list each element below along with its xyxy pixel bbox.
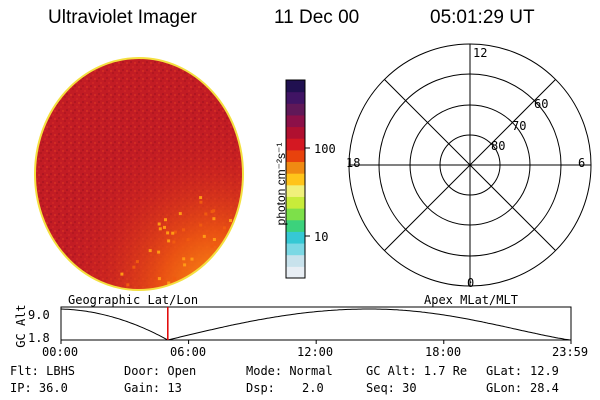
colorbar-segment — [286, 196, 305, 209]
glat-label: GLat: — [486, 364, 523, 378]
colorbar-segment — [286, 184, 305, 197]
mlt-label-0: 0 — [467, 276, 475, 290]
gain-info: Gain: 13 — [124, 381, 182, 395]
time-label: 05:01:29 UT — [430, 7, 535, 28]
mlt-label-6: 6 — [578, 156, 586, 170]
colorbar-segment — [286, 231, 305, 244]
colorbar-segment — [286, 173, 305, 186]
mlt-label-12: 12 — [473, 46, 488, 60]
glon-value: 28.4 — [530, 381, 559, 395]
timeline-y-tick-bottom: 1.8 — [28, 331, 50, 345]
disk-rim — [34, 57, 244, 291]
lat-label-60: 60 — [534, 97, 549, 111]
mlt-label-18: 18 — [346, 156, 361, 170]
colorbar-segment — [286, 266, 305, 279]
lat-label-80: 80 — [491, 139, 506, 153]
filter-info: Flt: LBHS — [10, 364, 76, 378]
colorbar-segment — [286, 161, 305, 174]
earth-disk — [35, 58, 243, 290]
door-info: Door: Open — [124, 364, 197, 378]
timeline-x-tick-2359: 23:59 — [552, 345, 589, 359]
seq-info: Seq: 30 — [366, 381, 417, 395]
glat-value: 12.9 — [530, 364, 559, 378]
mode-info: Mode: Normal — [246, 364, 333, 378]
colorbar-segment — [286, 114, 305, 128]
dsp-label: Dsp: — [246, 381, 275, 395]
colorbar-segment — [286, 80, 305, 93]
gc-alt-info: GC Alt: 1.7 Re — [366, 364, 468, 378]
colorbar-segment — [286, 254, 305, 267]
timeline-x-tick-0000: 00:00 — [42, 345, 79, 359]
glon-label: GLon: — [486, 381, 523, 395]
colorbar-segment — [286, 91, 305, 104]
timeline-right-title: Apex MLat/MLT — [424, 293, 518, 307]
orbit-altitude-curve — [60, 308, 572, 341]
colorbar-segment — [286, 219, 305, 232]
colorbar-segment — [286, 149, 305, 163]
timeline-x-tick-0600: 06:00 — [170, 345, 207, 359]
timeline-left-title: Geographic Lat/Lon — [68, 293, 199, 307]
timeline-x-tick-1200: 12:00 — [297, 345, 334, 359]
colorbar-tick-10: 10 — [314, 230, 329, 244]
timeline-y-tick-top: 9.0 — [28, 308, 50, 322]
instrument-title: Ultraviolet Imager — [48, 7, 197, 28]
colorbar-segment — [286, 103, 305, 116]
dsp-value: 2.0 — [302, 381, 324, 395]
date-label: 11 Dec 00 — [274, 7, 360, 28]
colorbar-segment — [286, 138, 305, 151]
colorbar-segment — [286, 126, 305, 139]
lat-label-70: 70 — [512, 119, 527, 133]
ip-info: IP: 36.0 — [10, 381, 68, 395]
colorbar-segment — [286, 243, 305, 256]
colorbar-tick-100: 100 — [314, 142, 336, 156]
polar-diagonal-2 — [384, 79, 556, 251]
colorbar-segment — [286, 208, 305, 221]
timeline-x-tick-1800: 18:00 — [425, 345, 462, 359]
